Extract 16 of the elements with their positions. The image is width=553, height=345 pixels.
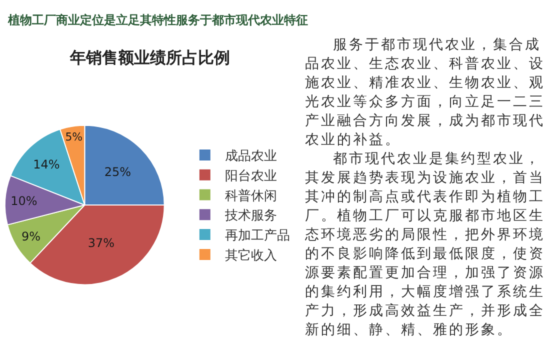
text: 服务于都市现代农业，集合成品农业、生态农业、科普农业、设施农业、精准农业、生物农业、观光农业等众多方面，向立足一二三产业融合方向发展，成为都市现代农业的补益。 bbox=[305, 36, 546, 150]
legend-label: 成品农业 bbox=[224, 149, 277, 164]
data-label: 9% bbox=[22, 230, 41, 244]
legend-label: 其它收入 bbox=[224, 248, 277, 264]
chart-subtitle: 年销售额业绩所占比例 bbox=[68, 48, 231, 69]
text: 都市现代农业是集约型农业，其发展趋势表现为设施农业，首当其冲的制高点或代表作即为植物工厂。植物工厂可以克服都市地区生态环境恶劣的局限性，把外界环境的不良影响降低到最低限度，使资源要素配置更加合理，加强了资源的集约利用，大幅度增强了系统生产力，形成高效益生产，并形成全新的细、静、精、雅的形象。 bbox=[305, 151, 545, 338]
data-label: 37% bbox=[88, 236, 115, 250]
data-label: 10% bbox=[10, 194, 38, 208]
legend-label: 技术服务 bbox=[224, 208, 277, 224]
data-label: 14% bbox=[33, 157, 60, 172]
data-label: 25% bbox=[104, 165, 132, 179]
legend-label: 再加工产品 bbox=[224, 228, 290, 244]
legend-label: 阳台农业 bbox=[224, 168, 277, 184]
legend-label: 科普休闲 bbox=[224, 188, 277, 204]
chart-title: 植物工厂商业定位是立足其特性服务于都市现代农业特征 bbox=[8, 12, 308, 29]
data-label: 5% bbox=[65, 130, 83, 144]
